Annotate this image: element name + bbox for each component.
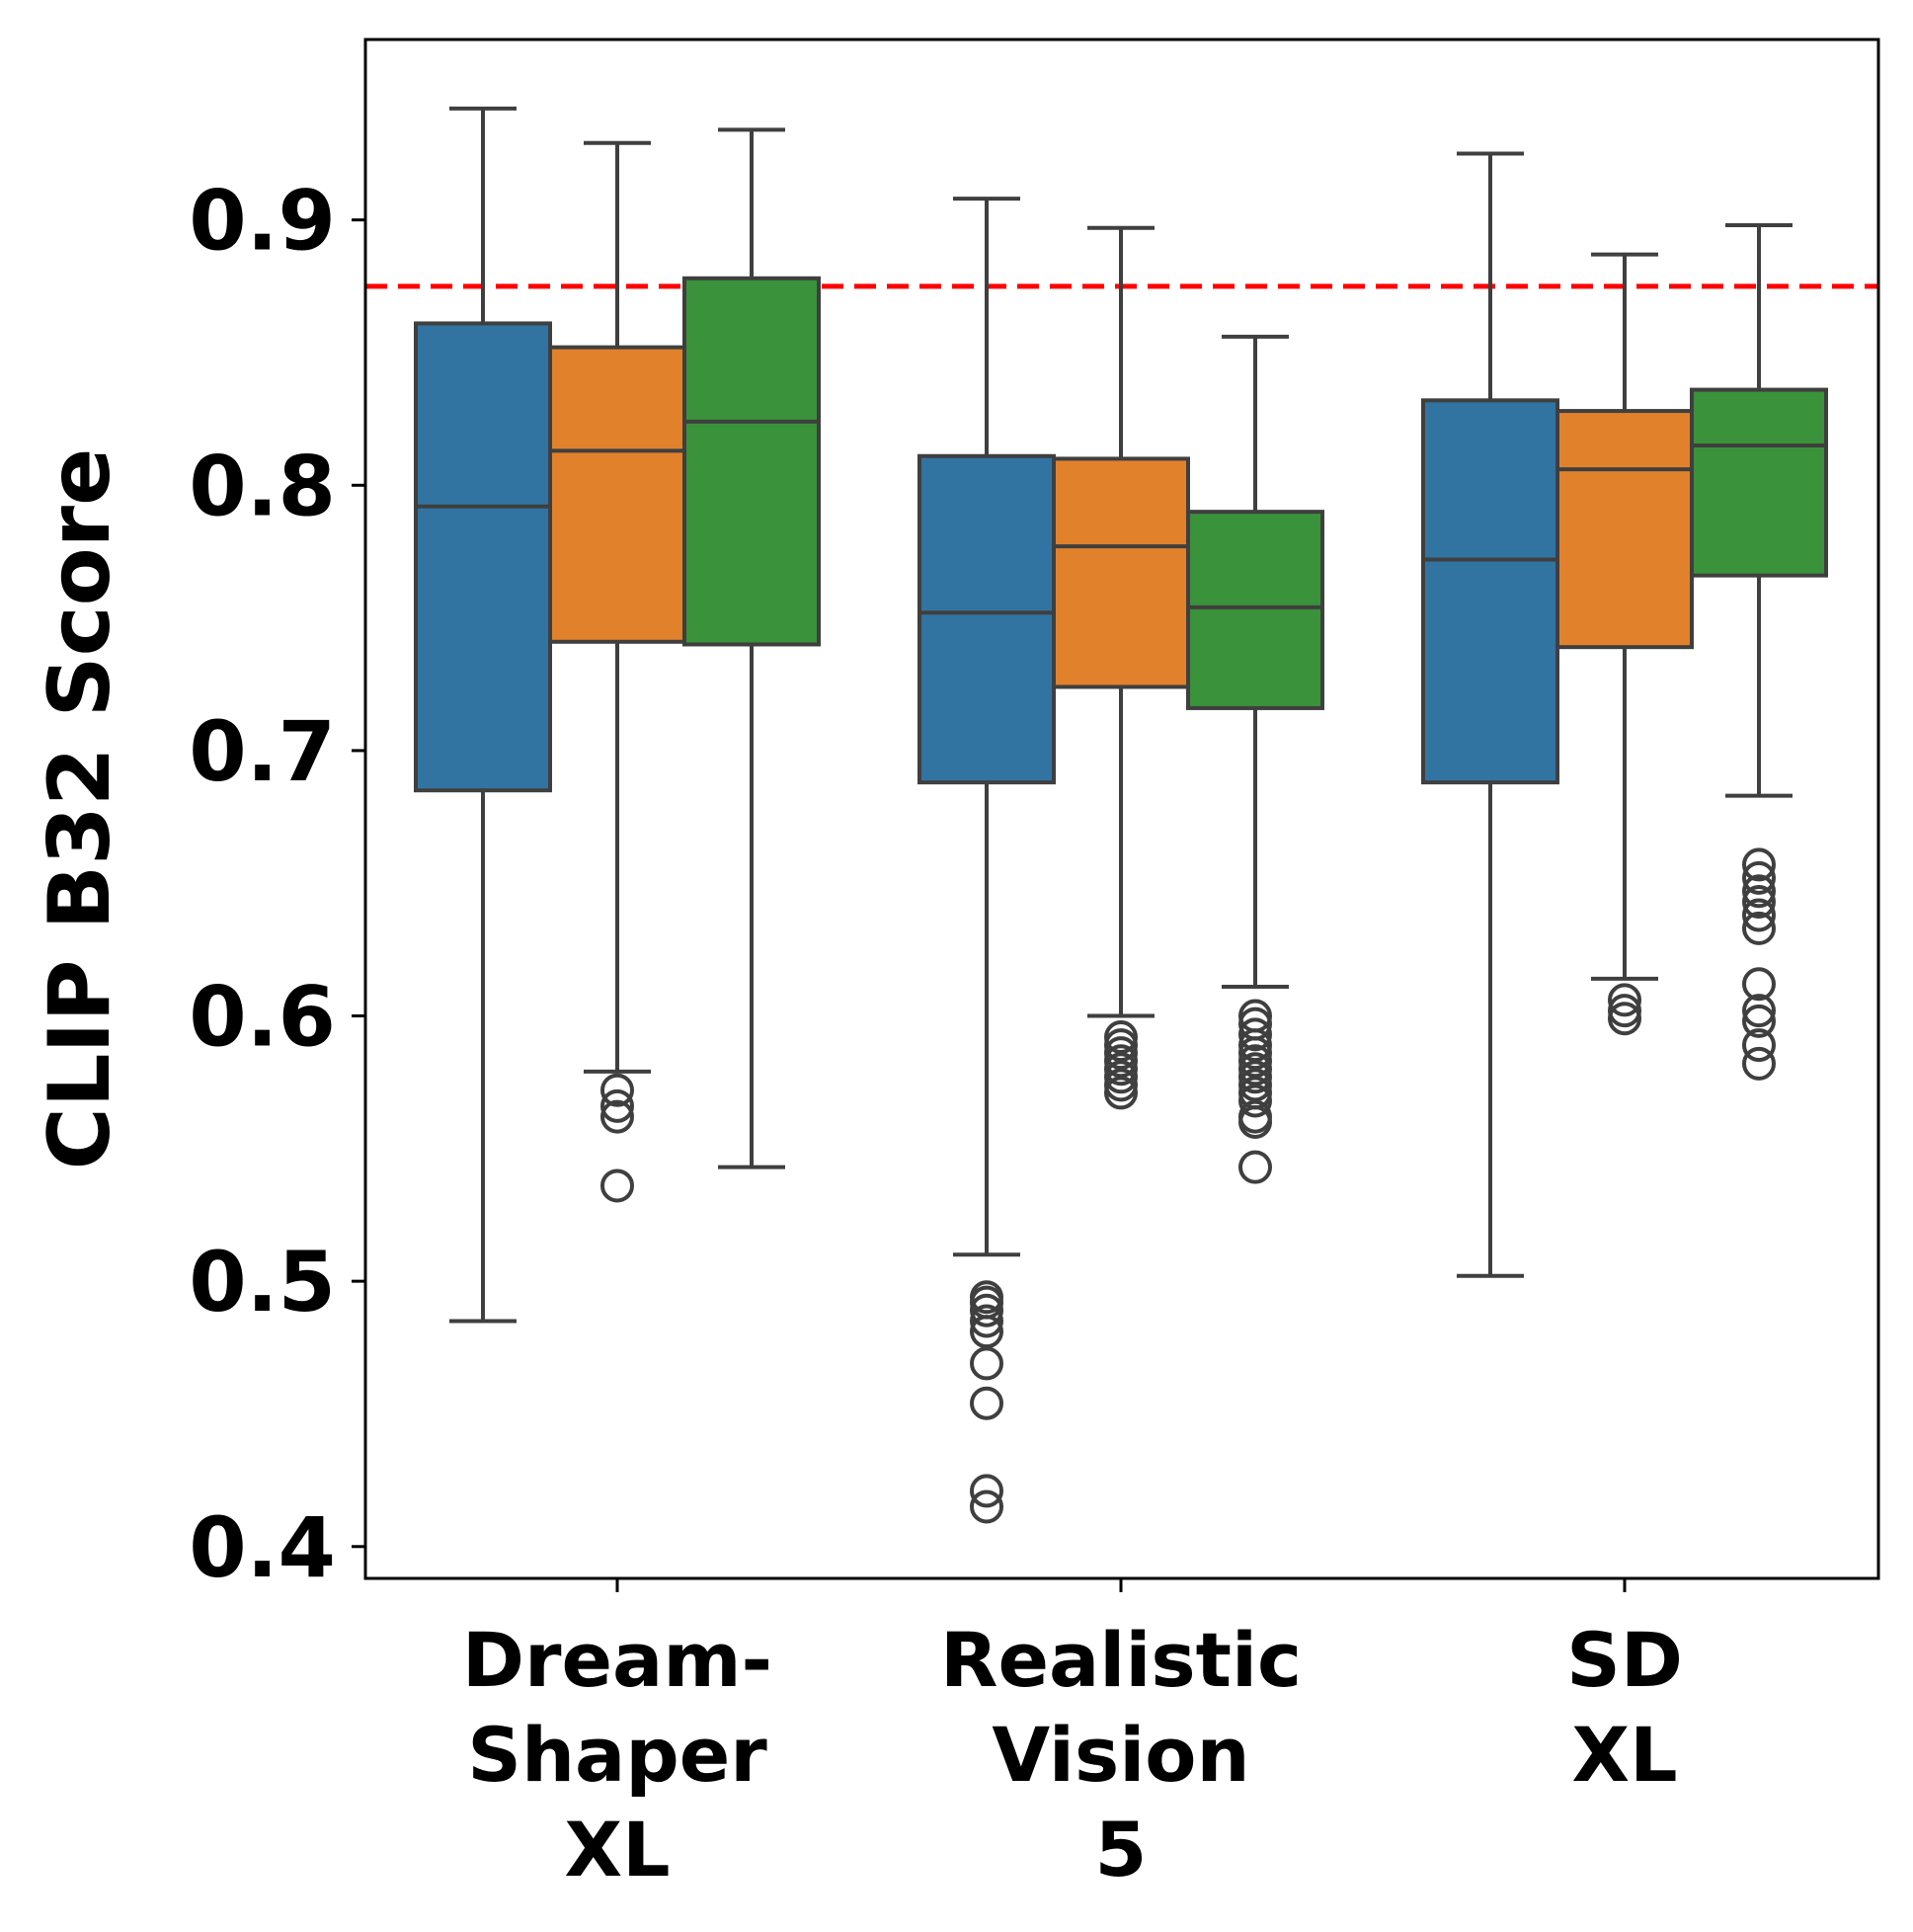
outlier-point: [1742, 911, 1776, 945]
outlier-point: [970, 1489, 1003, 1524]
outlier-point: [970, 1474, 1003, 1508]
outlier-point: [1238, 1084, 1272, 1118]
outlier-point: [1608, 1002, 1641, 1036]
x-tick-label: XL: [1571, 1711, 1677, 1799]
outlier-point: [1742, 860, 1776, 895]
x-tick-label: XL: [564, 1806, 670, 1893]
x-tick-label: SD: [1566, 1616, 1683, 1704]
outlier-point: [1742, 874, 1776, 909]
outlier-point: [1104, 1020, 1138, 1055]
x-tick-label: Realistic: [940, 1616, 1302, 1704]
outlier-point: [1104, 1028, 1138, 1063]
box: [1421, 398, 1559, 785]
outlier-point: [1238, 1028, 1272, 1063]
outlier-point: [970, 1315, 1003, 1349]
outlier-point: [1608, 994, 1641, 1028]
box: [1690, 387, 1828, 578]
outlier-point: [1608, 983, 1641, 1017]
outlier-point: [1238, 1052, 1272, 1087]
box: [917, 453, 1056, 785]
outlier-point: [1104, 1052, 1138, 1087]
y-tick-label: 0.5: [189, 1234, 336, 1330]
outlier-point: [1238, 1036, 1272, 1071]
x-tick-label: Vision: [992, 1711, 1249, 1799]
x-tick-label: Dream-: [462, 1616, 772, 1704]
y-axis-title: CLIP B32 Score: [31, 448, 129, 1170]
outlier-point: [1742, 1046, 1776, 1081]
box: [1186, 510, 1324, 710]
plot-area: 0.40.50.60.70.80.9Dream-ShaperXLRealisti…: [189, 38, 1880, 1893]
outlier-point: [1238, 1044, 1272, 1079]
y-tick-label: 0.9: [189, 173, 336, 270]
outlier-point: [1104, 1076, 1138, 1110]
outlier-point: [600, 1168, 634, 1203]
y-tick-label: 0.4: [189, 1499, 336, 1596]
outlier-point: [1742, 967, 1776, 1002]
outlier-point: [1104, 1036, 1138, 1071]
outlier-point: [1238, 1150, 1272, 1184]
outlier-point: [1238, 1068, 1272, 1102]
outlier-point: [1742, 847, 1776, 882]
outlier-point: [600, 1099, 634, 1134]
box: [1052, 456, 1190, 689]
outlier-point: [1238, 1104, 1272, 1139]
outlier-point: [1238, 1017, 1272, 1052]
box: [414, 321, 552, 793]
outlier-point: [1104, 1044, 1138, 1079]
outlier-point: [600, 1088, 634, 1123]
outlier-point: [1742, 1028, 1776, 1063]
y-tick-label: 0.7: [189, 703, 336, 800]
outlier-point: [970, 1346, 1003, 1381]
outlier-point: [1104, 1068, 1138, 1102]
outlier-point: [1104, 1060, 1138, 1094]
outlier-point: [600, 1073, 634, 1107]
outlier-point: [1742, 898, 1776, 932]
box: [1555, 409, 1694, 650]
outlier-point: [970, 1293, 1003, 1328]
y-tick-label: 0.8: [189, 438, 336, 534]
outlier-point: [1742, 885, 1776, 920]
box: [548, 345, 686, 644]
y-tick-label: 0.6: [189, 969, 336, 1066]
outlier-point: [1742, 1004, 1776, 1038]
outlier-point: [1742, 994, 1776, 1028]
x-tick-label: 5: [1095, 1806, 1148, 1893]
outlier-point: [970, 1304, 1003, 1338]
outlier-point: [1238, 1060, 1272, 1094]
x-tick-label: Shaper: [467, 1711, 767, 1799]
outlier-point: [970, 1386, 1003, 1420]
box: [682, 276, 821, 647]
